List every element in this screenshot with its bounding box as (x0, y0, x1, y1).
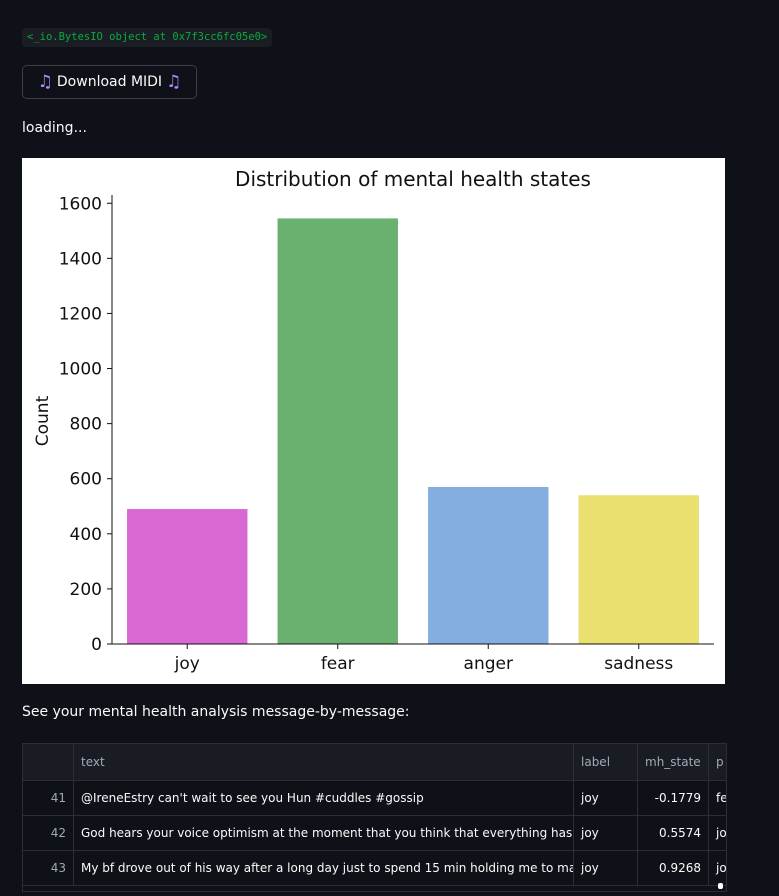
bar-fear (277, 218, 398, 644)
p-cell[interactable]: fe (716, 790, 727, 805)
y-tick-label: 600 (70, 470, 102, 490)
y-tick-label: 1200 (59, 304, 102, 324)
p-cell[interactable]: jo (716, 860, 727, 875)
x-tick-label-anger: anger (464, 654, 513, 674)
x-tick-label-sadness: sadness (604, 654, 673, 674)
label-column-header[interactable]: label (574, 744, 638, 780)
y-tick-label: 400 (70, 525, 102, 545)
loading-status: loading... (22, 120, 87, 136)
index-column-header (23, 744, 74, 780)
row-index: 43 (23, 850, 74, 885)
mh-state-cell[interactable]: -0.1779 (638, 780, 709, 815)
text-column-header[interactable]: text (74, 744, 574, 780)
text-cell[interactable]: My bf drove out of his way after a long … (74, 850, 574, 885)
message-analysis-table[interactable]: text label mh_state p 41 @IreneEstry can… (22, 743, 727, 892)
mh-state-cell[interactable]: 0.5574 (638, 815, 709, 850)
analysis-caption: See your mental health analysis message-… (22, 704, 410, 720)
x-tick-label-fear: fear (321, 654, 355, 674)
y-tick-label: 0 (91, 635, 102, 655)
p-cell[interactable]: jo (716, 825, 727, 840)
text-cell[interactable]: God hears your voice optimism at the mom… (74, 815, 574, 850)
row-index: 41 (23, 780, 74, 815)
y-axis-label: Count (33, 395, 53, 446)
bar-joy (127, 509, 248, 644)
p-column-header[interactable]: p (716, 755, 724, 769)
table-row[interactable]: 42 God hears your voice optimism at the … (23, 815, 727, 851)
mh-state-cell[interactable]: 0.9268 (638, 850, 709, 885)
y-tick-label: 1000 (59, 360, 102, 380)
row-index: 42 (23, 815, 74, 850)
table-row[interactable]: 41 @IreneEstry can't wait to see you Hun… (23, 780, 727, 816)
y-tick-label: 1600 (59, 194, 102, 214)
x-tick-label-joy: joy (174, 654, 200, 674)
download-midi-label: Download MIDI (56, 74, 163, 90)
download-midi-button[interactable]: ♫ Download MIDI ♫ (22, 65, 197, 99)
label-cell[interactable]: joy (574, 815, 638, 850)
table-header-row: text label mh_state p (23, 744, 726, 781)
music-note-icon: ♫ (166, 71, 182, 92)
table-row[interactable]: 43 My bf drove out of his way after a lo… (23, 850, 727, 886)
y-tick-label: 800 (70, 415, 102, 435)
mh-state-column-header[interactable]: mh_state (638, 744, 709, 780)
text-cell[interactable]: @IreneEstry can't wait to see you Hun #c… (74, 780, 574, 815)
y-tick-label: 1400 (59, 249, 102, 269)
mental-health-distribution-chart: Distribution of mental health states Cou… (22, 158, 725, 684)
bar-sadness (578, 495, 699, 644)
bytesio-output-code: <_io.BytesIO object at 0x7f3cc6fc05e0> (22, 28, 273, 47)
bar-anger (428, 486, 549, 644)
y-tick-label: 200 (70, 580, 102, 600)
label-cell[interactable]: joy (574, 850, 638, 885)
chart-title: Distribution of mental health states (235, 167, 591, 191)
music-note-icon: ♫ (37, 71, 53, 92)
bar-chart-svg: Distribution of mental health states Cou… (33, 167, 714, 674)
table-resize-handle[interactable] (718, 883, 723, 889)
label-cell[interactable]: joy (574, 780, 638, 815)
